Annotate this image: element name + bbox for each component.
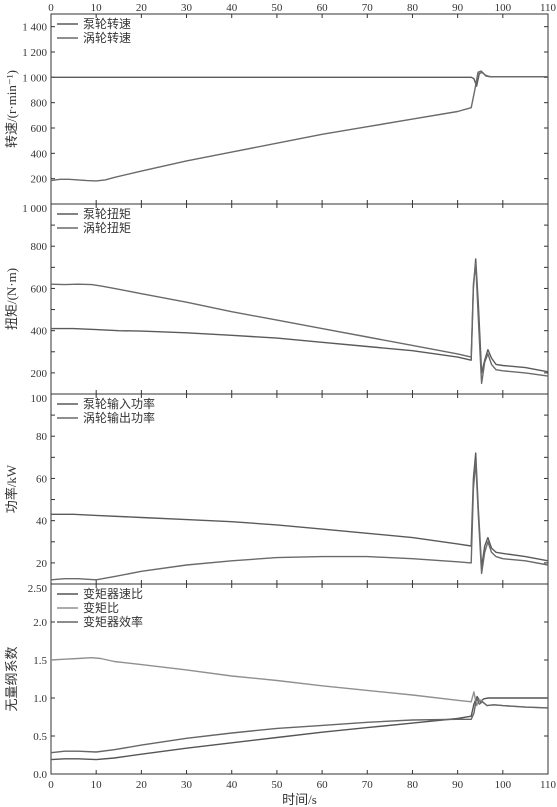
bottom-x-tick-label: 80: [407, 779, 419, 791]
y-tick-label: 800: [31, 241, 48, 253]
y-tick-label: 600: [31, 283, 48, 295]
bottom-x-tick-label: 20: [136, 779, 148, 791]
y-axis-label: 无量纲系数: [4, 646, 19, 711]
y-tick-label: 600: [31, 123, 48, 135]
y-tick-label: 20: [36, 558, 48, 570]
y-tick-label: 80: [36, 431, 48, 443]
legend-label-2: 涡轮转速: [83, 30, 131, 45]
bottom-x-tick-label: 40: [226, 779, 238, 791]
bottom-x-tick-label: 0: [48, 779, 54, 791]
top-x-tick-label: 100: [495, 2, 512, 14]
y-tick-label: 1 200: [22, 47, 47, 59]
y-tick-label: 2.0: [33, 617, 47, 629]
bottom-x-tick-label: 70: [362, 779, 374, 791]
legend-label-2: 涡轮输出功率: [83, 410, 155, 425]
bottom-x-tick-label: 10: [91, 779, 103, 791]
legend-label-2: 涡轮扭矩: [83, 221, 131, 235]
y-tick-label: 400: [31, 326, 48, 338]
bottom-axis: 0 10 20 30 40 50 60 70 80 90 100 110 时间/s: [48, 779, 556, 807]
series-line-2: [50, 657, 549, 709]
series-line-2: [50, 262, 549, 385]
y-axis-label: 转速/(r·min⁻¹): [4, 70, 19, 148]
y-tick-label: 800: [31, 98, 48, 110]
bottom-x-tick-label: 110: [540, 779, 557, 791]
y-tick-label: 1.5: [33, 655, 47, 667]
top-x-tick-label: 70: [362, 2, 374, 14]
y-tick-label: 60: [36, 473, 48, 485]
y-tick-label: 0.0: [33, 769, 47, 781]
series-line-3: [50, 697, 549, 754]
bottom-x-tick-label: 60: [317, 779, 329, 791]
top-x-tick-label: 50: [271, 2, 283, 14]
y-tick-label: 400: [31, 148, 48, 160]
series-line-2: [50, 460, 549, 581]
series-line-2: [50, 70, 548, 182]
bottom-x-tick-label: 50: [271, 779, 283, 791]
top-axis: 0 10 20 30 40 50 60 70 80 90 100 110: [48, 2, 556, 14]
legend-label-1: 泵轮转速: [83, 16, 131, 31]
y-tick-label: 1 000: [22, 72, 47, 84]
series-line-1: [51, 258, 549, 374]
legend-label-3: 变矩器效率: [83, 614, 143, 629]
top-x-tick-label: 110: [540, 2, 557, 14]
top-x-tick-label: 40: [226, 2, 238, 14]
bottom-x-tick-label: 90: [452, 779, 464, 791]
legend-label-1: 泵轮扭矩: [83, 207, 131, 221]
y-axis-label: 功率/kW: [4, 464, 19, 513]
bottom-x-tick-label: 100: [495, 779, 512, 791]
y-tick-label: 1.0: [33, 693, 47, 705]
y-tick-label: 0.5: [33, 731, 47, 743]
y-tick-label: 40: [36, 516, 48, 528]
y-tick-label: 2.50: [28, 583, 48, 595]
y-tick-label: 200: [31, 368, 48, 380]
y-tick-label: 200: [31, 174, 48, 186]
y-tick-label: 1 400: [22, 22, 47, 34]
top-x-tick-label: 10: [91, 2, 103, 14]
top-x-tick-label: 80: [407, 2, 419, 14]
legend-label-1: 泵轮输入功率: [83, 396, 155, 411]
y-tick-label: 100: [31, 393, 48, 405]
x-axis-label: 时间/s: [282, 792, 317, 807]
top-x-tick-label: 60: [317, 2, 329, 14]
top-x-tick-label: 20: [136, 2, 148, 14]
y-axis-label: 扭矩/(N·m): [4, 268, 19, 330]
series-line-1: [50, 695, 548, 761]
series-line-1: [51, 71, 548, 87]
panel-1: 200 400 600 800 1 000 1 200 1 400 转速/(r·min⁻¹) 泵…: [4, 13, 549, 205]
bottom-x-tick-label: 30: [181, 779, 193, 791]
legend-label-2: 变矩比: [83, 600, 119, 615]
top-x-tick-label: 90: [452, 2, 464, 14]
plot-frame: [50, 583, 549, 775]
y-tick-label: 1 000: [22, 203, 47, 215]
top-x-tick-label: 0: [48, 2, 54, 14]
top-x-tick-label: 30: [181, 2, 193, 14]
legend-label-1: 变矩器速比: [83, 586, 143, 601]
